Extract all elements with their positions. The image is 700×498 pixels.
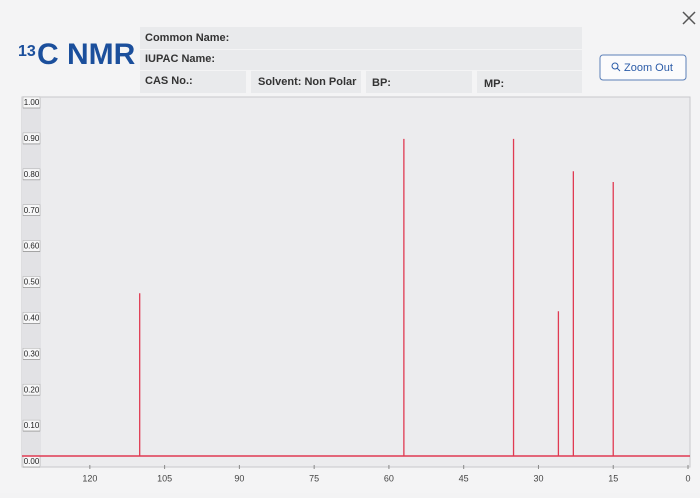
magnifier-icon — [611, 62, 619, 70]
field-box — [251, 71, 361, 93]
title: C NMR — [37, 38, 136, 71]
field-box — [140, 50, 582, 70]
y-tick-label: 0.00 — [24, 457, 40, 466]
button-frame[interactable] — [599, 54, 687, 81]
x-tick-label: 0 — [685, 473, 690, 483]
field-box — [140, 27, 582, 49]
close-icon[interactable] — [682, 11, 696, 25]
x-tick-label: 30 — [533, 473, 543, 483]
y-tick-label: 0.50 — [24, 278, 40, 287]
y-tick-label: 0.70 — [24, 206, 40, 215]
x-tick-label: 45 — [459, 473, 469, 483]
y-tick-label: 1.00 — [24, 98, 40, 107]
zoom-out-button[interactable]: Zoom Out — [599, 54, 687, 81]
title-superscript: 13 — [18, 43, 36, 60]
x-tick-label: 105 — [157, 473, 172, 483]
mp-label: MP: — [484, 78, 504, 90]
close-button[interactable] — [682, 11, 696, 25]
solvent-label: Solvent: Non Polar — [258, 76, 357, 88]
common-name-label: Common Name: — [145, 32, 229, 44]
y-tick-label: 0.20 — [24, 385, 40, 394]
x-tick-label: 90 — [234, 473, 244, 483]
bp-label: BP: — [372, 77, 391, 89]
y-tick-label: 0.90 — [24, 134, 40, 143]
x-tick-label: 75 — [309, 473, 319, 483]
y-tick-label: 0.40 — [24, 314, 40, 323]
x-tick-label: 60 — [384, 473, 394, 483]
cas-label: CAS No.: — [145, 75, 193, 87]
y-tick-label: 0.60 — [24, 242, 40, 251]
field-box — [140, 71, 246, 93]
y-tick-label: 0.30 — [24, 349, 40, 358]
x-tick-label: 15 — [608, 473, 618, 483]
y-tick-label: 0.80 — [24, 170, 40, 179]
field-box — [366, 71, 472, 93]
plot-area — [21, 96, 691, 468]
iupac-name-label: IUPAC Name: — [145, 53, 215, 65]
y-tick-label: 0.10 — [24, 421, 40, 430]
field-box — [477, 71, 582, 93]
magnifier-handle — [616, 67, 621, 72]
button-label[interactable]: Zoom Out — [624, 62, 673, 74]
x-tick-label: 120 — [82, 473, 97, 483]
